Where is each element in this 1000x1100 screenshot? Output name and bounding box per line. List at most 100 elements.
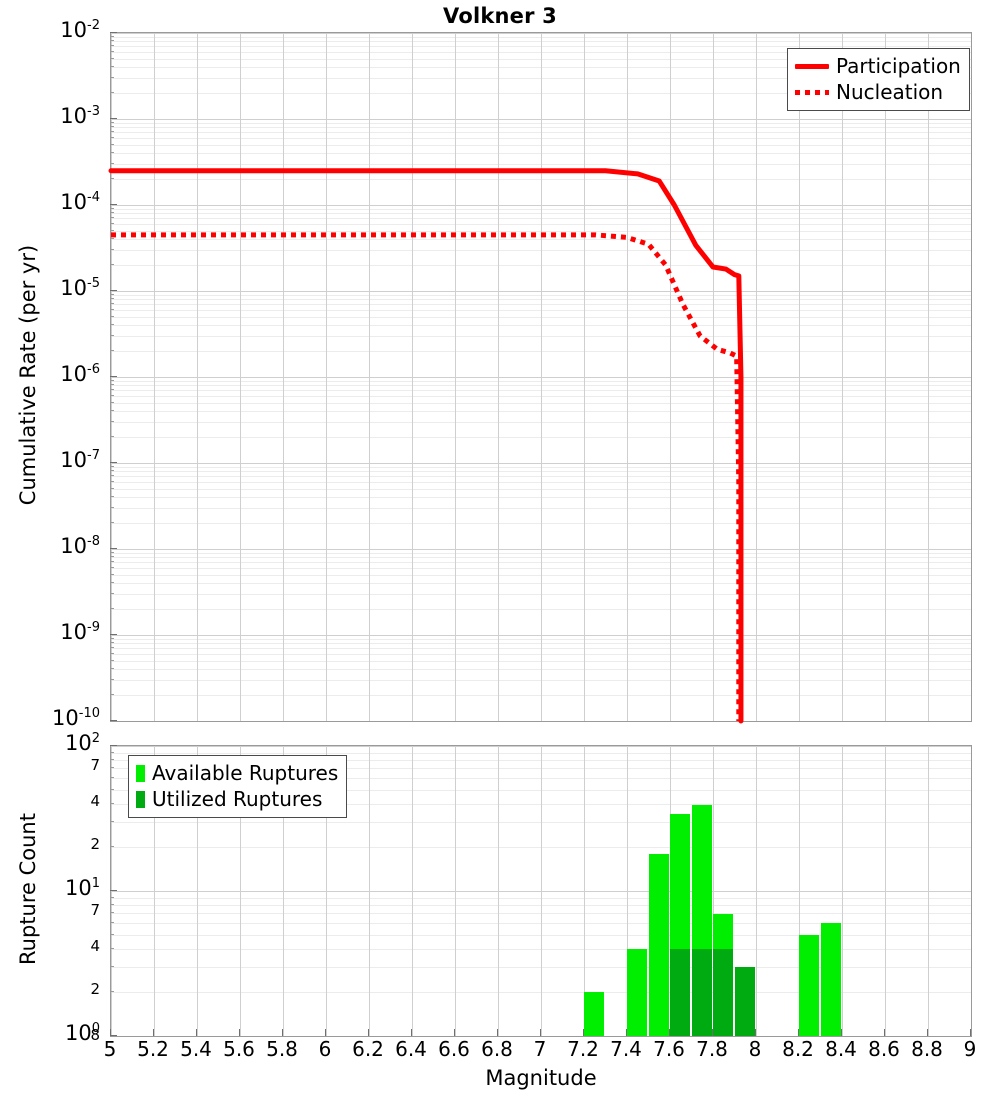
y-tick-mark-minor [110, 395, 114, 397]
y-tick-mark-minor [110, 556, 114, 558]
y-tick-mark-minor [110, 143, 114, 145]
y-tick-mark-minor [110, 592, 114, 594]
y-tick-mark-minor [110, 522, 114, 524]
y-tick-mark-minor [110, 751, 114, 753]
x-tick-mark [755, 1029, 756, 1036]
y-tick-mark-minor [110, 207, 114, 209]
y-tick-label-minor: 7 [90, 756, 100, 775]
x-tick-mark [497, 1029, 498, 1036]
y-tick-label-minor: 2 [90, 835, 100, 854]
y-tick-mark-minor [110, 582, 114, 584]
y-tick-mark-minor [110, 965, 114, 967]
solid-line-swatch-icon [795, 63, 829, 69]
x-tick-mark [110, 1029, 111, 1036]
x-tick-label: 8.2 [782, 1037, 814, 1061]
bar-available [648, 854, 669, 1036]
rupture-count-plot [110, 745, 972, 1037]
legend-label: Participation [836, 54, 961, 78]
x-tick-label: 7.8 [696, 1037, 728, 1061]
legend-item: Available Ruptures [136, 760, 338, 786]
x-tick-label: 5.4 [180, 1037, 212, 1061]
y-tick-mark-minor [110, 694, 114, 696]
y-tick-mark-minor [110, 496, 114, 498]
y-tick-mark [110, 745, 117, 746]
x-tick-label: 5 [103, 1037, 117, 1061]
y-tick-mark [110, 1035, 117, 1036]
y-tick-mark-minor [110, 561, 114, 563]
y-tick-mark-minor [110, 389, 114, 391]
y-tick-mark-minor [110, 678, 114, 680]
y-tick-mark-minor [110, 475, 114, 477]
y-tick-mark-minor [110, 573, 114, 575]
y-tick-mark [110, 32, 117, 33]
y-tick-mark [110, 462, 117, 463]
y-tick-mark-minor [110, 229, 114, 231]
bar-utilized [670, 948, 690, 1036]
y-tick-mark-minor [110, 92, 114, 94]
y-tick-mark-minor [110, 298, 114, 300]
y-tick-mark-minor [110, 551, 114, 553]
y-tick-label: 10-3 [60, 104, 100, 128]
y-tick-mark-minor [110, 248, 114, 250]
x-tick-mark [282, 1029, 283, 1036]
x-tick-mark [927, 1029, 928, 1036]
y-tick-mark [110, 290, 117, 291]
y-tick-mark-minor [110, 45, 114, 47]
y-tick-mark-minor [110, 668, 114, 670]
y-tick-mark-minor [110, 642, 114, 644]
color-swatch-icon [136, 790, 145, 808]
y-tick-mark-minor [110, 40, 114, 42]
y-tick-mark-minor [110, 212, 114, 214]
y-tick-mark-minor [110, 217, 114, 219]
y-tick-mark-minor [110, 223, 114, 225]
x-tick-mark [325, 1029, 326, 1036]
y-tick-mark-minor [110, 904, 114, 906]
x-tick-mark [368, 1029, 369, 1036]
x-tick-label: 6.2 [352, 1037, 384, 1061]
legend-item: Utilized Ruptures [136, 786, 338, 812]
x-tick-mark [841, 1029, 842, 1036]
color-swatch-icon [136, 764, 145, 782]
legend-item: Nucleation [795, 79, 961, 105]
bar-available [584, 992, 604, 1036]
legend-item: Participation [795, 53, 961, 79]
x-tick-mark [626, 1029, 627, 1036]
y-tick-mark [110, 634, 117, 635]
y-tick-mark-minor [110, 759, 114, 761]
y-tick-mark-minor [110, 788, 114, 790]
y-tick-label-minor: 4 [90, 791, 100, 810]
page-title: Volkner 3 [443, 4, 557, 28]
y-tick-mark-minor [110, 303, 114, 305]
bar-available [627, 948, 647, 1036]
x-tick-mark [798, 1029, 799, 1036]
y-tick-mark [110, 204, 117, 205]
y-tick-mark-minor [110, 401, 114, 403]
y-tick-mark-minor [110, 896, 114, 898]
y-tick-mark-minor [110, 846, 114, 848]
y-tick-mark-minor [110, 384, 114, 386]
y-tick-mark [110, 890, 117, 891]
y-tick-mark-minor [110, 51, 114, 53]
x-tick-label: 6.6 [438, 1037, 470, 1061]
x-tick-mark [884, 1029, 885, 1036]
y-tick-mark-minor [110, 126, 114, 128]
y-tick-mark-minor [110, 76, 114, 78]
x-tick-label: 8 [748, 1037, 762, 1061]
y-tick-label: 10-4 [60, 190, 100, 214]
y-tick-label-minor: 8 [90, 1026, 100, 1044]
top-legend: Participation Nucleation [787, 48, 970, 111]
top-gridlines [111, 33, 971, 721]
mfd-curves [108, 168, 744, 724]
y-tick-mark-minor [110, 991, 114, 993]
x-tick-label: 5.2 [137, 1037, 169, 1061]
y-tick-mark-minor [110, 608, 114, 610]
x-tick-mark [196, 1029, 197, 1036]
y-tick-mark-minor [110, 131, 114, 133]
y-tick-mark [110, 118, 117, 119]
x-tick-label: 6.8 [481, 1037, 513, 1061]
y-tick-mark-minor [110, 506, 114, 508]
y-tick-label: 10-6 [60, 362, 100, 386]
x-axis-title: Magnitude [485, 1066, 597, 1090]
y-tick-mark-minor [110, 436, 114, 438]
